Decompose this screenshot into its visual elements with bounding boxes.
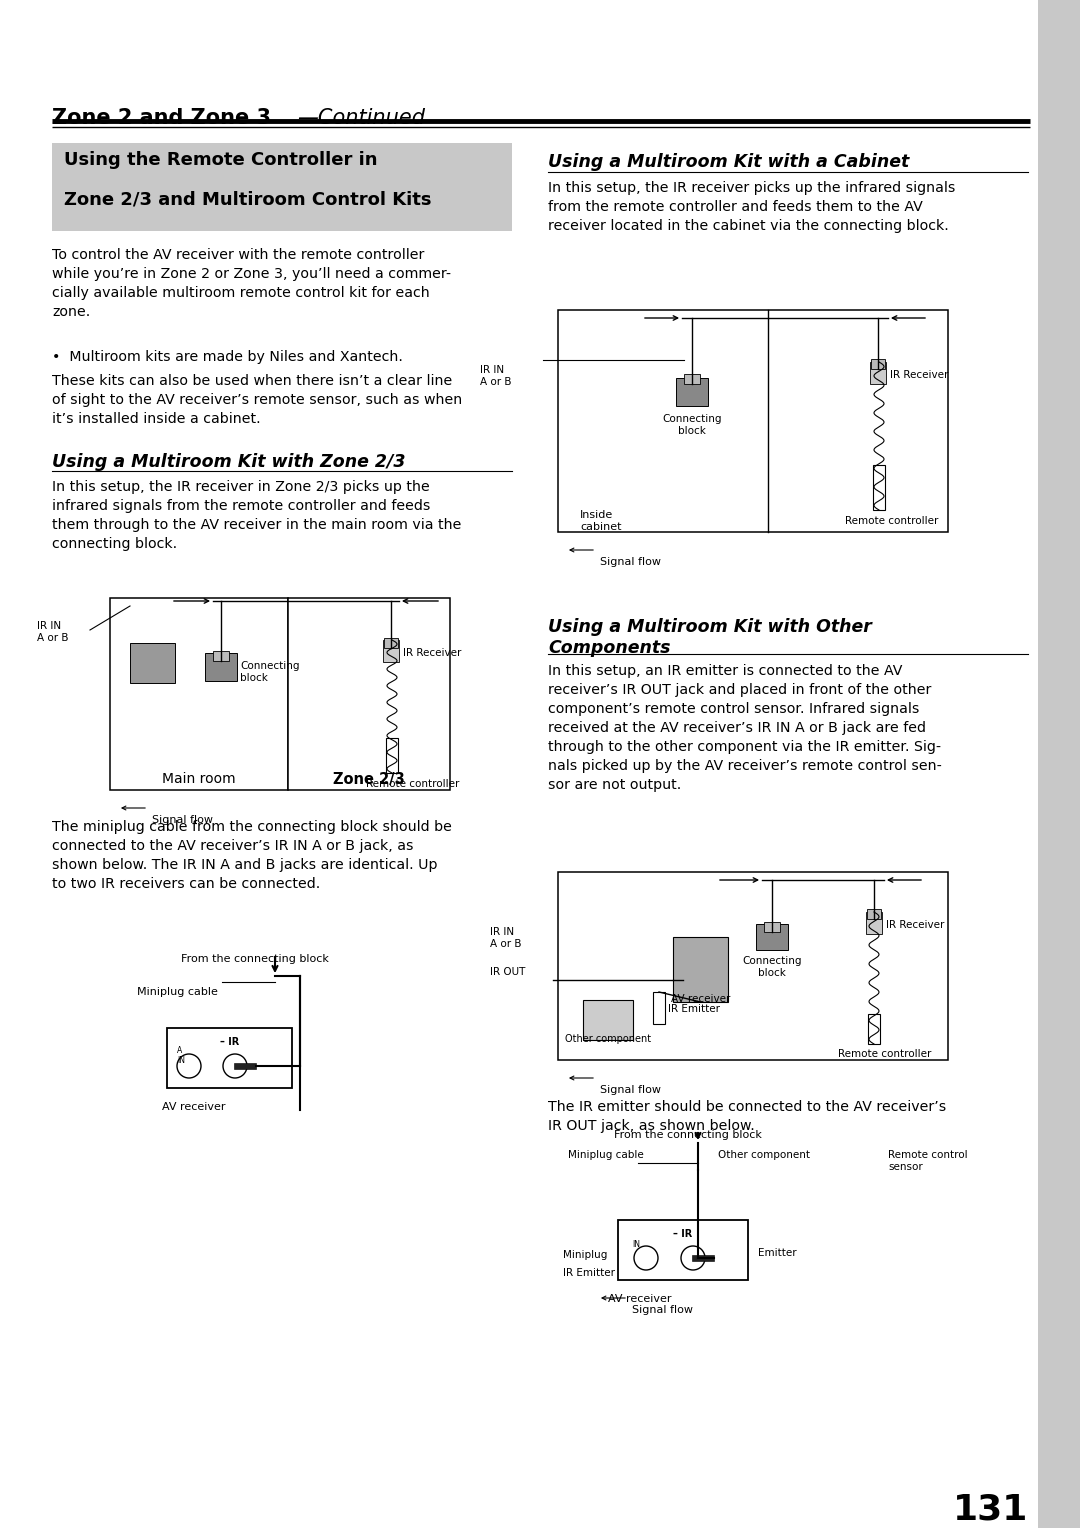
Text: Connecting
block: Connecting block bbox=[662, 414, 721, 437]
Bar bbox=[583, 999, 633, 1041]
Text: The IR emitter should be connected to the AV receiver’s
IR OUT jack, as shown be: The IR emitter should be connected to th… bbox=[548, 1100, 946, 1132]
Text: A
IN: A IN bbox=[177, 1047, 185, 1065]
Circle shape bbox=[177, 1054, 201, 1077]
Text: AV receiver: AV receiver bbox=[608, 1294, 672, 1303]
Text: Using a Multiroom Kit with a Cabinet: Using a Multiroom Kit with a Cabinet bbox=[548, 153, 909, 171]
Bar bbox=[873, 465, 885, 510]
Text: Remote controller: Remote controller bbox=[838, 1050, 931, 1059]
Text: Zone 2/3: Zone 2/3 bbox=[333, 772, 405, 787]
Text: The miniplug cable from the connecting block should be
connected to the AV recei: The miniplug cable from the connecting b… bbox=[52, 821, 451, 891]
Text: In this setup, the IR receiver picks up the infrared signals
from the remote con: In this setup, the IR receiver picks up … bbox=[548, 180, 956, 232]
Bar bbox=[618, 1219, 748, 1280]
Text: IR Receiver: IR Receiver bbox=[403, 648, 461, 659]
Bar bbox=[866, 912, 882, 934]
Text: IR IN
A or B: IR IN A or B bbox=[480, 365, 512, 388]
Bar bbox=[676, 377, 708, 406]
Text: Using the Remote Controller in: Using the Remote Controller in bbox=[64, 151, 378, 170]
Bar bbox=[110, 597, 288, 790]
Text: •  Multiroom kits are made by Niles and Xantech.: • Multiroom kits are made by Niles and X… bbox=[52, 350, 403, 364]
Circle shape bbox=[681, 1245, 705, 1270]
Text: From the connecting block: From the connecting block bbox=[615, 1131, 761, 1140]
Text: Inside
cabinet: Inside cabinet bbox=[580, 510, 621, 532]
Text: 131: 131 bbox=[953, 1491, 1028, 1526]
Text: These kits can also be used when there isn’t a clear line
of sight to the AV rec: These kits can also be used when there i… bbox=[52, 374, 462, 426]
Bar bbox=[213, 651, 229, 662]
Bar bbox=[386, 738, 399, 773]
Text: In this setup, the IR receiver in Zone 2/3 picks up the
infrared signals from th: In this setup, the IR receiver in Zone 2… bbox=[52, 480, 461, 552]
Text: Remote control
sensor: Remote control sensor bbox=[888, 1151, 968, 1172]
Bar bbox=[764, 921, 780, 932]
Text: Other component: Other component bbox=[565, 1034, 651, 1044]
Text: IR Emitter: IR Emitter bbox=[669, 1004, 720, 1015]
Bar bbox=[52, 144, 512, 231]
Bar bbox=[867, 909, 881, 918]
Text: Remote controller: Remote controller bbox=[366, 779, 459, 788]
Text: Main room: Main room bbox=[162, 772, 235, 785]
Text: AV receiver: AV receiver bbox=[671, 995, 730, 1004]
Bar bbox=[130, 643, 175, 683]
Text: Miniplug cable: Miniplug cable bbox=[568, 1151, 644, 1160]
Text: Signal flow: Signal flow bbox=[152, 814, 213, 825]
Text: Signal flow: Signal flow bbox=[600, 558, 661, 567]
Bar bbox=[234, 1063, 256, 1070]
Text: IR Receiver: IR Receiver bbox=[890, 370, 948, 380]
Bar bbox=[558, 872, 948, 1060]
Text: Connecting
block: Connecting block bbox=[240, 662, 299, 683]
Text: Miniplug cable: Miniplug cable bbox=[137, 987, 218, 996]
Text: Emitter: Emitter bbox=[758, 1248, 797, 1258]
Bar bbox=[1038, 0, 1080, 1528]
Bar bbox=[692, 1254, 714, 1261]
Bar bbox=[684, 374, 700, 384]
Text: Miniplug: Miniplug bbox=[563, 1250, 607, 1261]
Text: From the connecting block: From the connecting block bbox=[181, 953, 329, 964]
Text: Connecting
block: Connecting block bbox=[742, 957, 801, 978]
Bar bbox=[167, 1028, 292, 1088]
Bar bbox=[288, 597, 450, 790]
Text: Remote controller: Remote controller bbox=[845, 516, 939, 526]
Text: Signal flow: Signal flow bbox=[600, 1085, 661, 1096]
Bar bbox=[383, 640, 399, 662]
Text: Other component: Other component bbox=[718, 1151, 810, 1160]
Text: – IR: – IR bbox=[220, 1038, 239, 1047]
Bar bbox=[384, 639, 399, 648]
Text: Zone 2/3 and Multiroom Control Kits: Zone 2/3 and Multiroom Control Kits bbox=[64, 191, 432, 209]
Text: AV receiver: AV receiver bbox=[162, 1102, 226, 1112]
Text: —Continued: —Continued bbox=[297, 108, 426, 128]
Text: To control the AV receiver with the remote controller
while you’re in Zone 2 or : To control the AV receiver with the remo… bbox=[52, 248, 451, 319]
Text: Using a Multiroom Kit with Other
Components: Using a Multiroom Kit with Other Compone… bbox=[548, 617, 872, 657]
Bar bbox=[558, 310, 948, 532]
Bar bbox=[870, 359, 885, 368]
Bar bbox=[868, 1015, 880, 1044]
Text: IR IN
A or B: IR IN A or B bbox=[490, 927, 522, 949]
Bar bbox=[653, 992, 665, 1024]
Bar bbox=[205, 652, 237, 681]
Bar bbox=[756, 924, 788, 950]
Text: – IR: – IR bbox=[673, 1229, 692, 1239]
Text: In this setup, an IR emitter is connected to the AV
receiver’s IR OUT jack and p: In this setup, an IR emitter is connecte… bbox=[548, 665, 942, 792]
Text: IR OUT: IR OUT bbox=[490, 967, 525, 976]
Text: IR IN
A or B: IR IN A or B bbox=[37, 620, 68, 643]
Circle shape bbox=[634, 1245, 658, 1270]
Text: IR Emitter: IR Emitter bbox=[563, 1268, 615, 1277]
Bar bbox=[673, 937, 728, 1002]
Text: Signal flow: Signal flow bbox=[632, 1305, 693, 1316]
Circle shape bbox=[222, 1054, 247, 1077]
Text: IN: IN bbox=[632, 1241, 640, 1248]
Text: IR Receiver: IR Receiver bbox=[886, 920, 944, 931]
Text: Using a Multiroom Kit with Zone 2/3: Using a Multiroom Kit with Zone 2/3 bbox=[52, 452, 405, 471]
Text: Zone 2 and Zone 3: Zone 2 and Zone 3 bbox=[52, 108, 271, 128]
Bar bbox=[870, 362, 886, 384]
